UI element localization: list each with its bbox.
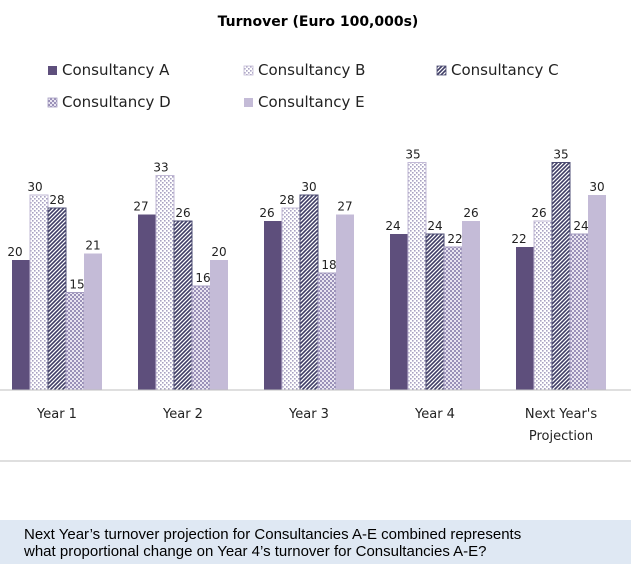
bar-consultancy-b-year-1 — [29, 194, 49, 391]
value-label-consultancy-a-year-1: 20 — [7, 245, 22, 259]
bars-group — [12, 162, 606, 391]
value-label-consultancy-c-year-3: 30 — [301, 180, 316, 194]
value-label-consultancy-c-year-1: 28 — [49, 193, 64, 207]
value-label-consultancy-b-year-1: 30 — [27, 180, 42, 194]
legend-label-consultancy-d: Consultancy D — [62, 93, 171, 111]
bar-consultancy-b-year-2 — [155, 175, 175, 391]
value-label-consultancy-b-year-3: 28 — [279, 193, 294, 207]
bar-consultancy-e-year-4 — [462, 221, 480, 390]
bar-consultancy-b-next-year-s-projection — [533, 220, 553, 391]
bar-consultancy-e-year-3 — [336, 214, 354, 390]
value-label-consultancy-d-year-4: 22 — [447, 232, 462, 246]
value-label-consultancy-a-next-year-s-projection: 22 — [511, 232, 526, 246]
legend-swatch-consultancy-a — [48, 66, 57, 75]
legend-label-consultancy-a: Consultancy A — [62, 61, 170, 79]
category-label-year-2: Year 2 — [162, 407, 203, 422]
bar-consultancy-b-year-3 — [281, 207, 301, 391]
value-label-consultancy-e-year-4: 26 — [463, 206, 478, 220]
bar-consultancy-c-year-3 — [299, 194, 319, 391]
value-label-consultancy-b-next-year-s-projection: 26 — [531, 206, 546, 220]
value-label-consultancy-c-year-2: 26 — [175, 206, 190, 220]
value-label-consultancy-c-next-year-s-projection: 35 — [553, 148, 568, 162]
question-line-1: Next Year’s turnover projection for Cons… — [24, 526, 522, 543]
category-label-year-1: Year 1 — [36, 407, 77, 422]
bar-consultancy-d-year-1 — [65, 292, 85, 391]
bar-consultancy-a-year-4 — [390, 234, 408, 390]
turnover-chart: Turnover (Euro 100,000s) Consultancy A Co… — [0, 14, 631, 462]
value-label-consultancy-e-year-2: 20 — [211, 245, 226, 259]
value-label-consultancy-d-next-year-s-projection: 24 — [573, 219, 588, 233]
value-label-consultancy-e-year-1: 21 — [85, 239, 100, 253]
value-label-consultancy-d-year-2: 16 — [195, 271, 210, 285]
legend-swatch-consultancy-e — [244, 98, 253, 107]
question-line-2: what proportional change on Year 4’s tur… — [24, 543, 487, 560]
category-labels-group: Year 1 Year 2 Year 3 Year 4 Next Year's Proje… — [36, 407, 597, 444]
legend-swatch-consultancy-d — [47, 97, 58, 108]
bar-consultancy-a-year-2 — [138, 214, 156, 390]
value-labels-group: 2030281521273326162026283018272435242226… — [7, 148, 604, 292]
category-label-year-3: Year 3 — [288, 407, 329, 422]
legend-label-consultancy-b: Consultancy B — [258, 61, 365, 79]
bar-consultancy-c-year-2 — [173, 220, 193, 391]
value-label-consultancy-e-next-year-s-projection: 30 — [589, 180, 604, 194]
value-label-consultancy-a-year-4: 24 — [385, 219, 400, 233]
bar-consultancy-c-year-4 — [425, 233, 445, 391]
legend-label-consultancy-e: Consultancy E — [258, 93, 365, 111]
category-label-year-4: Year 4 — [414, 407, 455, 422]
value-label-consultancy-a-year-2: 27 — [133, 200, 148, 214]
bar-consultancy-a-year-1 — [12, 260, 30, 390]
bar-consultancy-c-year-1 — [47, 207, 67, 391]
category-label-next-year-s-projection-line-2: Projection — [529, 429, 593, 444]
value-label-consultancy-a-year-3: 26 — [259, 206, 274, 220]
legend-swatch-consultancy-c — [436, 65, 447, 76]
bar-consultancy-a-next-year-s-projection — [516, 247, 534, 390]
value-label-consultancy-d-year-3: 18 — [321, 258, 336, 272]
bar-consultancy-d-year-2 — [191, 285, 211, 391]
bar-consultancy-e-year-2 — [210, 260, 228, 390]
question-box: Next Year’s turnover projection for Cons… — [0, 520, 631, 564]
legend-swatch-consultancy-b — [243, 65, 254, 76]
bar-consultancy-d-year-3 — [317, 272, 337, 391]
bar-consultancy-d-year-4 — [443, 246, 463, 391]
bar-consultancy-e-next-year-s-projection — [588, 195, 606, 390]
bar-consultancy-c-next-year-s-projection — [551, 162, 571, 391]
value-label-consultancy-b-year-2: 33 — [153, 161, 168, 175]
bar-consultancy-a-year-3 — [264, 221, 282, 390]
value-label-consultancy-c-year-4: 24 — [427, 219, 442, 233]
category-label-next-year-s-projection-line-1: Next Year's — [525, 407, 598, 422]
legend-label-consultancy-c: Consultancy C — [451, 61, 559, 79]
bar-consultancy-e-year-1 — [84, 253, 102, 390]
chart-title: Turnover (Euro 100,000s) — [218, 14, 419, 30]
value-label-consultancy-e-year-3: 27 — [337, 200, 352, 214]
value-label-consultancy-b-year-4: 35 — [405, 148, 420, 162]
bar-consultancy-d-next-year-s-projection — [569, 233, 589, 391]
bar-consultancy-b-year-4 — [407, 162, 427, 391]
legend: Consultancy A Consultancy B Consultancy C C… — [47, 61, 559, 111]
value-label-consultancy-d-year-1: 15 — [69, 278, 84, 292]
